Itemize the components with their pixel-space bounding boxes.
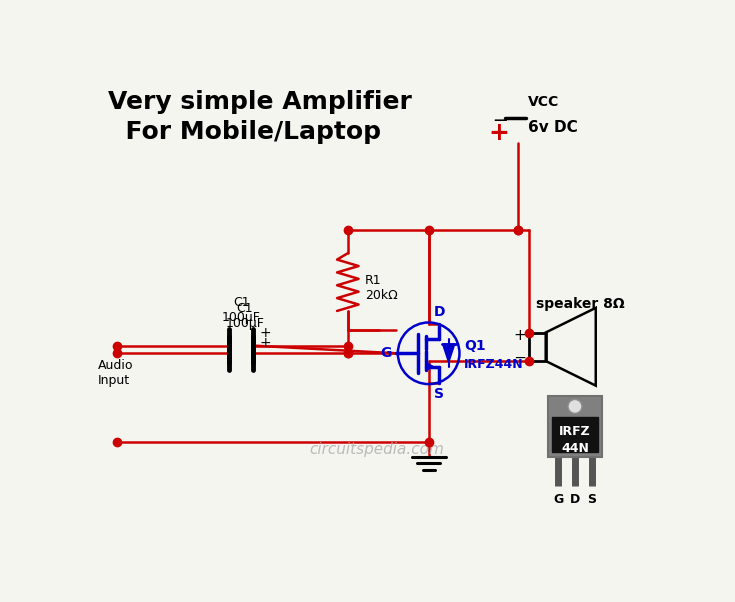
Text: C1
100μF: C1 100μF bbox=[226, 302, 265, 330]
Text: G: G bbox=[553, 492, 563, 506]
Text: Very simple Amplifier
  For Mobile/Laptop: Very simple Amplifier For Mobile/Laptop bbox=[107, 90, 412, 144]
Text: S: S bbox=[587, 492, 596, 506]
Text: speaker 8Ω: speaker 8Ω bbox=[537, 297, 625, 311]
Bar bbox=[528, 332, 545, 361]
Text: G: G bbox=[380, 346, 391, 360]
Text: D: D bbox=[570, 492, 580, 506]
Polygon shape bbox=[442, 344, 455, 362]
Text: +: + bbox=[513, 328, 526, 343]
Text: Audio
Input: Audio Input bbox=[98, 359, 133, 388]
Text: ─: ─ bbox=[515, 350, 524, 365]
Text: +: + bbox=[259, 326, 271, 340]
Text: 6v DC: 6v DC bbox=[528, 120, 578, 135]
Text: Q1: Q1 bbox=[464, 338, 486, 353]
Text: +: + bbox=[488, 121, 509, 145]
Bar bbox=[548, 396, 602, 458]
Text: IRFZ
44N: IRFZ 44N bbox=[559, 425, 591, 455]
Text: VCC: VCC bbox=[528, 95, 559, 108]
Text: circuitspedia.com: circuitspedia.com bbox=[309, 442, 445, 457]
Text: +: + bbox=[259, 335, 271, 350]
Text: D: D bbox=[434, 305, 445, 320]
Circle shape bbox=[568, 400, 582, 414]
Text: S: S bbox=[434, 387, 445, 401]
Bar bbox=[552, 417, 598, 452]
Text: IRFZ44N: IRFZ44N bbox=[464, 358, 524, 371]
Text: ─: ─ bbox=[495, 113, 506, 131]
Text: C1
100μF: C1 100μF bbox=[222, 296, 261, 324]
Text: R1
20kΩ: R1 20kΩ bbox=[365, 274, 398, 302]
